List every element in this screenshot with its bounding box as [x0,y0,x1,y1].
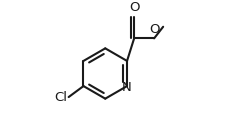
Text: Cl: Cl [54,91,66,104]
Text: O: O [149,22,159,35]
Text: N: N [122,81,131,94]
Text: O: O [128,1,139,14]
